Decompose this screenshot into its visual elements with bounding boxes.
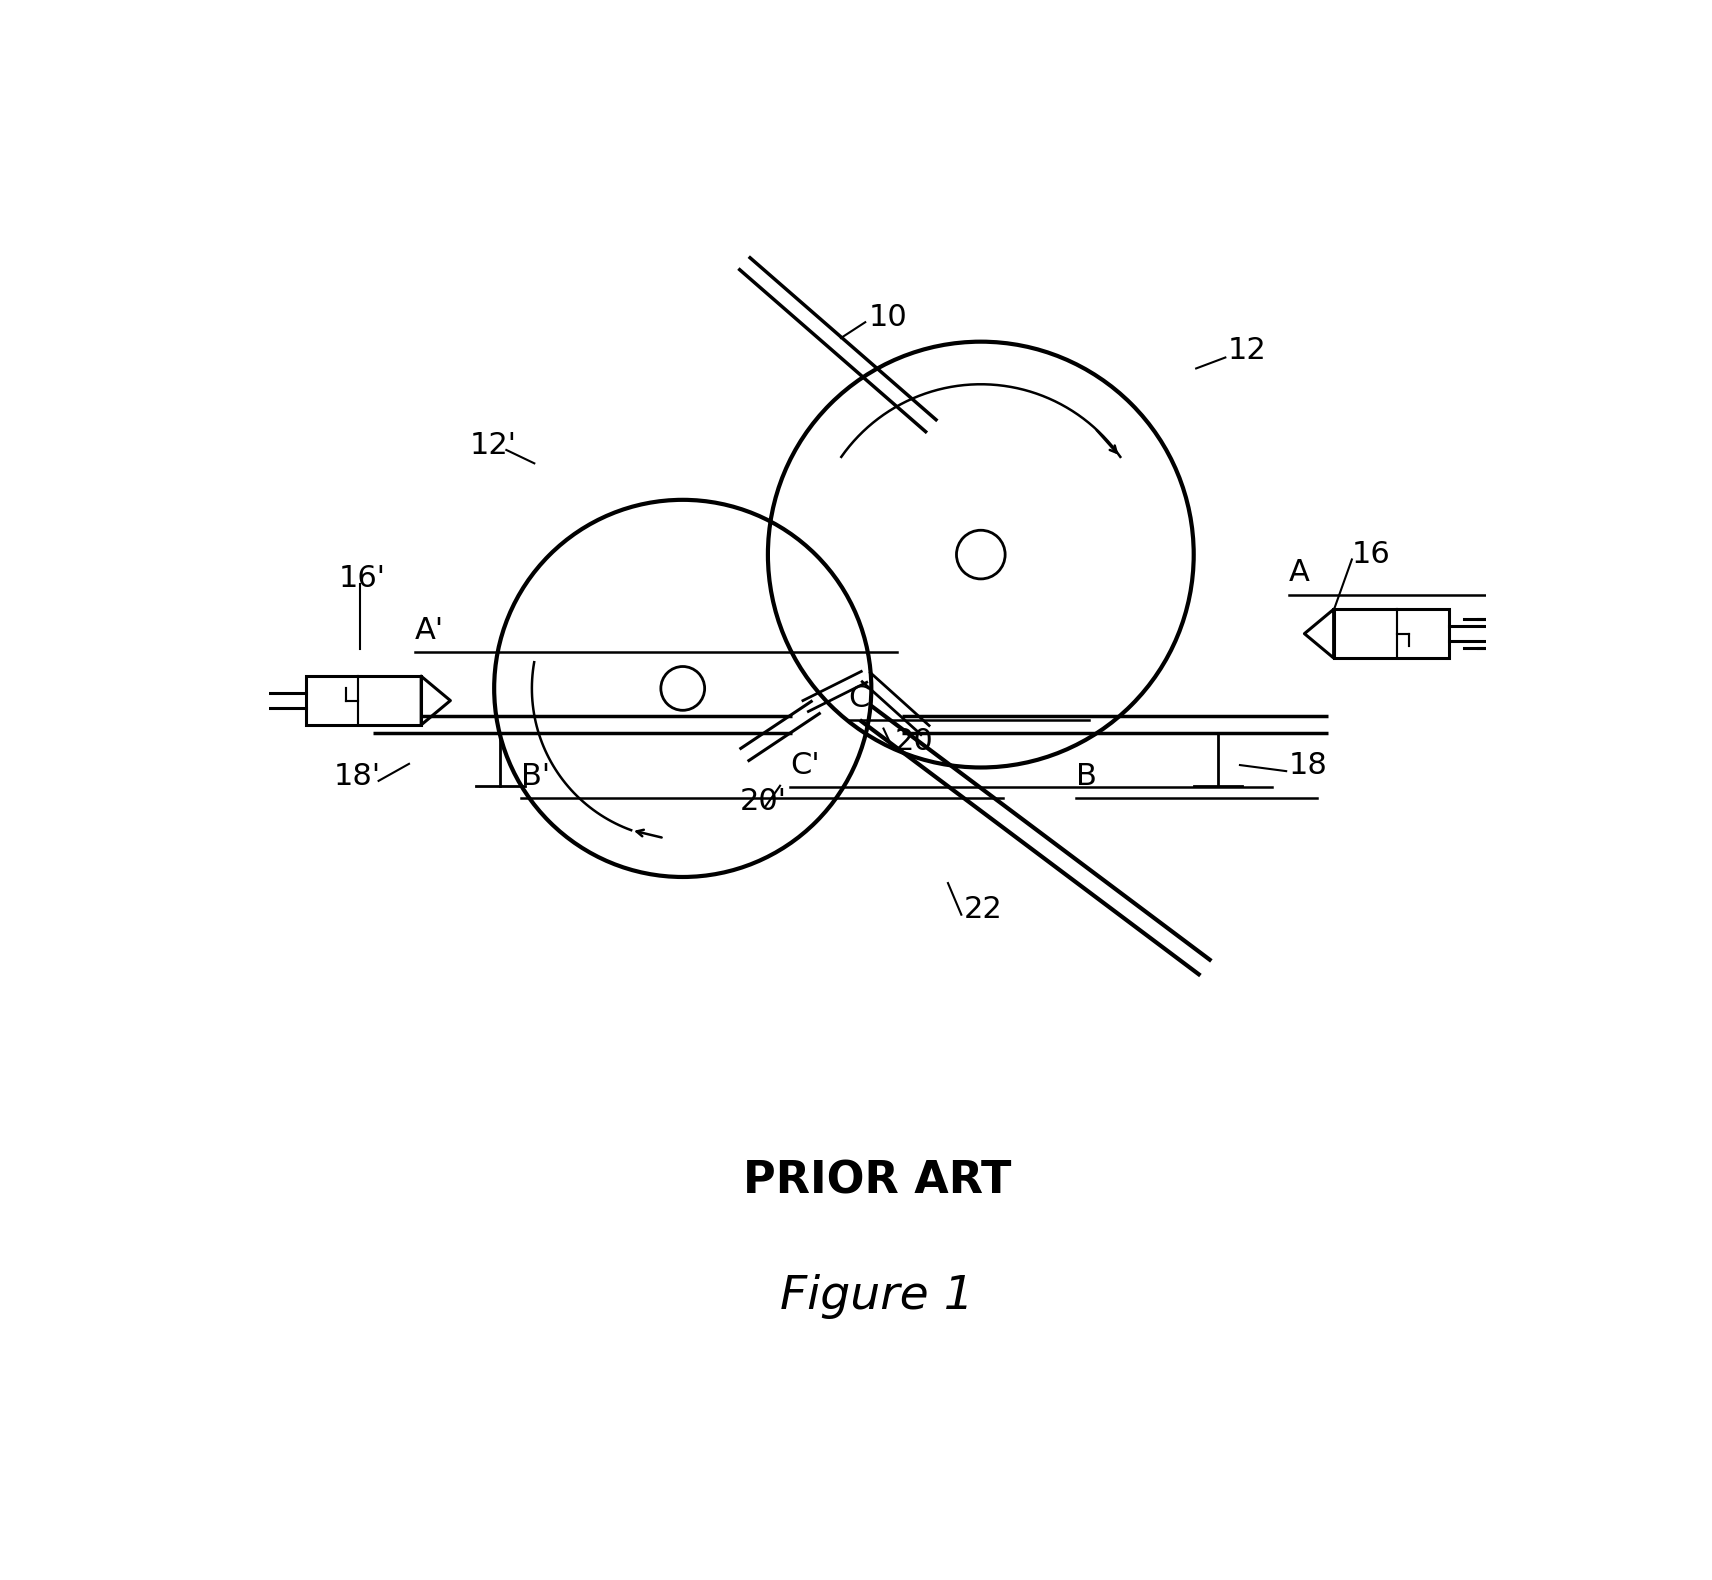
Text: B: B [1075,762,1097,790]
Bar [1334,610,1448,657]
Text: 20: 20 [894,727,933,757]
Text: C': C' [789,750,820,779]
Text: PRIOR ART: PRIOR ART [743,1160,1012,1202]
Text: A': A' [414,616,443,645]
Text: 22: 22 [964,896,1003,924]
Text: 10: 10 [870,303,907,332]
Text: 12': 12' [469,431,517,460]
Text: 16': 16' [339,564,385,594]
Text: 20': 20' [740,787,788,815]
Text: 12: 12 [1228,335,1267,365]
Text: A: A [1289,558,1310,588]
Text: 16: 16 [1352,540,1390,569]
Text: C: C [847,684,870,713]
Bar [306,676,421,725]
Text: B': B' [520,762,550,790]
Text: 18': 18' [334,762,380,790]
Text: Figure 1: Figure 1 [781,1273,974,1319]
Text: 18: 18 [1289,750,1327,779]
